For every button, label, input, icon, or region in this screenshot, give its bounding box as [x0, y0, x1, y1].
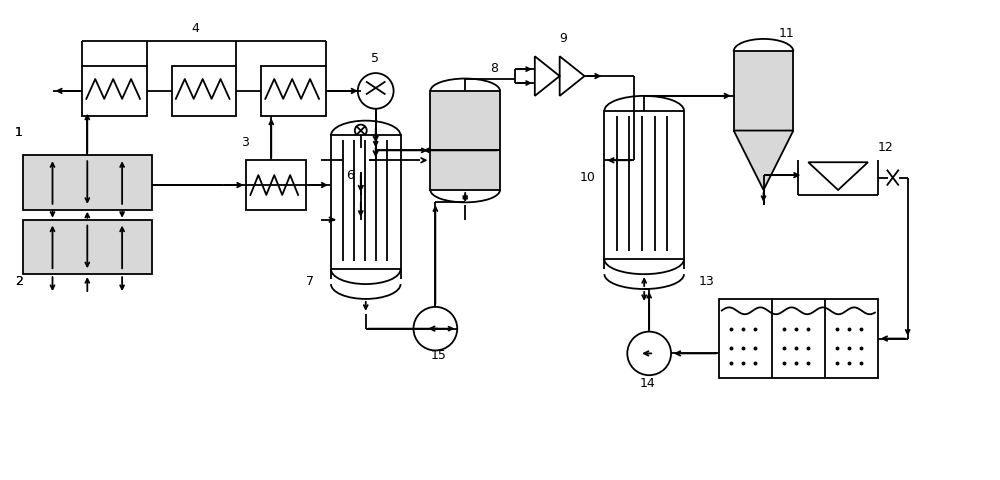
- Bar: [23, 220, 152, 275]
- Bar: [82, 67, 147, 117]
- Text: 12: 12: [878, 141, 894, 154]
- Text: 8: 8: [490, 62, 498, 75]
- Bar: [734, 52, 793, 131]
- Text: 3: 3: [241, 136, 249, 149]
- Text: 6: 6: [346, 169, 354, 182]
- Bar: [604, 111, 684, 260]
- Text: 2: 2: [15, 275, 23, 288]
- Text: 15: 15: [430, 348, 446, 361]
- Bar: [172, 67, 236, 117]
- Text: 10: 10: [580, 171, 595, 184]
- Text: 2: 2: [15, 275, 23, 288]
- Text: 5: 5: [371, 52, 379, 65]
- Bar: [719, 300, 878, 378]
- Text: 11: 11: [778, 27, 794, 40]
- Text: 13: 13: [699, 275, 715, 288]
- Text: 1: 1: [15, 126, 23, 139]
- Text: 9: 9: [560, 32, 568, 45]
- Text: 4: 4: [192, 23, 200, 36]
- Bar: [430, 92, 500, 191]
- Bar: [23, 156, 152, 210]
- Bar: [331, 136, 401, 270]
- Bar: [261, 67, 326, 117]
- Text: 14: 14: [639, 376, 655, 389]
- Text: 1: 1: [15, 126, 23, 139]
- Polygon shape: [734, 131, 793, 191]
- Bar: [246, 161, 306, 210]
- Text: 7: 7: [306, 275, 314, 288]
